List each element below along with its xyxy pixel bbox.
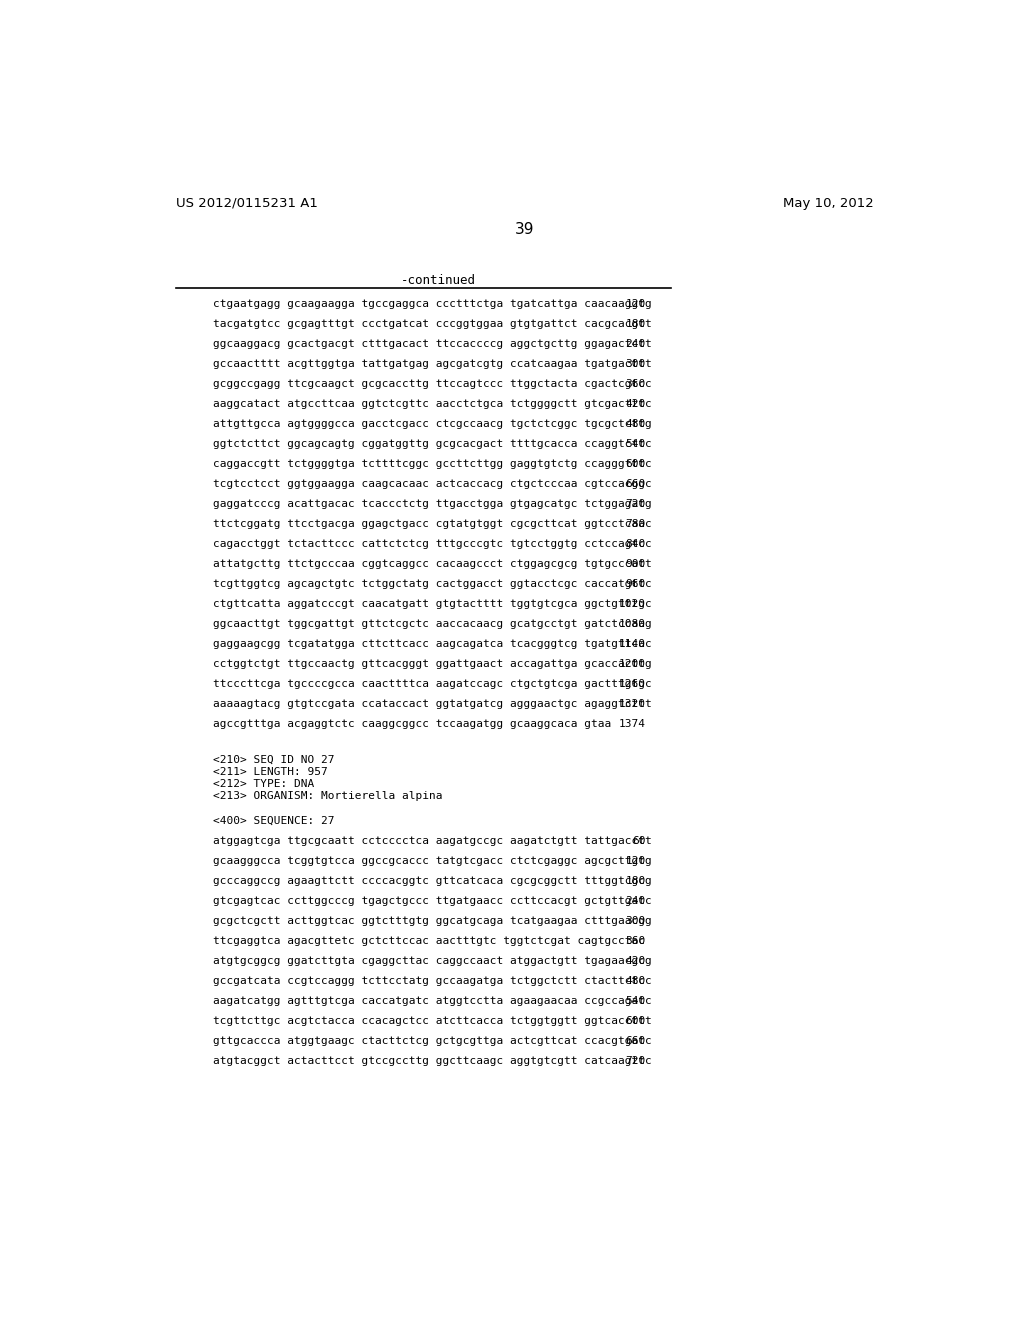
Text: 360: 360 — [626, 936, 646, 946]
Text: <212> TYPE: DNA: <212> TYPE: DNA — [213, 779, 314, 789]
Text: cagacctggt tctacttccc cattctctcg tttgcccgtc tgtcctggtg cctccagtcc: cagacctggt tctacttccc cattctctcg tttgccc… — [213, 539, 652, 549]
Text: 180: 180 — [626, 876, 646, 886]
Text: <210> SEQ ID NO 27: <210> SEQ ID NO 27 — [213, 755, 335, 764]
Text: 540: 540 — [626, 438, 646, 449]
Text: gccgatcata ccgtccaggg tcttcctatg gccaagatga tctggctctt ctacttctcc: gccgatcata ccgtccaggg tcttcctatg gccaaga… — [213, 977, 652, 986]
Text: gcccaggccg agaagttctt ccccacggtc gttcatcaca cgcgcggctt tttggtcgcg: gcccaggccg agaagttctt ccccacggtc gttcatc… — [213, 876, 652, 886]
Text: 1020: 1020 — [618, 599, 646, 609]
Text: ttcgaggtca agacgttetc gctcttccac aactttgtc tggtctcgat cagtgcctac: ttcgaggtca agacgttetc gctcttccac aactttg… — [213, 936, 645, 946]
Text: tcgttcttgc acgtctacca ccacagctcc atcttcacca tctggtggtt ggtcaccttt: tcgttcttgc acgtctacca ccacagctcc atcttca… — [213, 1016, 652, 1026]
Text: gttgcaccca atggtgaagc ctacttctcg gctgcgttga actcgttcat ccacgtgatc: gttgcaccca atggtgaagc ctacttctcg gctgcgt… — [213, 1036, 652, 1047]
Text: 660: 660 — [626, 479, 646, 488]
Text: cctggtctgt ttgccaactg gttcacgggt ggattgaact accagattga gcaccacttg: cctggtctgt ttgccaactg gttcacgggt ggattga… — [213, 659, 652, 669]
Text: May 10, 2012: May 10, 2012 — [782, 197, 873, 210]
Text: <213> ORGANISM: Mortierella alpina: <213> ORGANISM: Mortierella alpina — [213, 792, 442, 801]
Text: 1200: 1200 — [618, 659, 646, 669]
Text: 300: 300 — [626, 916, 646, 927]
Text: -continued: -continued — [400, 275, 475, 286]
Text: 780: 780 — [626, 519, 646, 529]
Text: 720: 720 — [626, 499, 646, 508]
Text: 240: 240 — [626, 896, 646, 906]
Text: ggtctcttct ggcagcagtg cggatggttg gcgcacgact ttttgcacca ccaggtcttc: ggtctcttct ggcagcagtg cggatggttg gcgcacg… — [213, 438, 652, 449]
Text: 180: 180 — [626, 318, 646, 329]
Text: aagatcatgg agtttgtcga caccatgatc atggtcctta agaagaacaa ccgccagatc: aagatcatgg agtttgtcga caccatgatc atggtcc… — [213, 997, 652, 1006]
Text: ggcaacttgt tggcgattgt gttctcgctc aaccacaacg gcatgcctgt gatctccaag: ggcaacttgt tggcgattgt gttctcgctc aaccaca… — [213, 619, 652, 628]
Text: 1140: 1140 — [618, 639, 646, 649]
Text: gcggccgagg ttcgcaagct gcgcaccttg ttccagtccc ttggctacta cgactcgtcc: gcggccgagg ttcgcaagct gcgcaccttg ttccagt… — [213, 379, 652, 388]
Text: 120: 120 — [626, 857, 646, 866]
Text: 1260: 1260 — [618, 678, 646, 689]
Text: <211> LENGTH: 957: <211> LENGTH: 957 — [213, 767, 328, 776]
Text: 480: 480 — [626, 418, 646, 429]
Text: tcgtcctcct ggtggaagga caagcacaac actcaccacg ctgctcccaa cgtccacggc: tcgtcctcct ggtggaagga caagcacaac actcacc… — [213, 479, 652, 488]
Text: gaggatcccg acattgacac tcaccctctg ttgacctgga gtgagcatgc tctggagatg: gaggatcccg acattgacac tcaccctctg ttgacct… — [213, 499, 652, 508]
Text: 39: 39 — [515, 222, 535, 236]
Text: gcgctcgctt acttggtcac ggtctttgtg ggcatgcaga tcatgaagaa ctttgaacgg: gcgctcgctt acttggtcac ggtctttgtg ggcatgc… — [213, 916, 652, 927]
Text: 840: 840 — [626, 539, 646, 549]
Text: atgtacggct actacttcct gtccgccttg ggcttcaagc aggtgtcgtt catcaagttc: atgtacggct actacttcct gtccgccttg ggcttca… — [213, 1056, 652, 1067]
Text: caggaccgtt tctggggtga tcttttcggc gccttcttgg gaggtgtctg ccagggtttc: caggaccgtt tctggggtga tcttttcggc gccttct… — [213, 459, 652, 469]
Text: 540: 540 — [626, 997, 646, 1006]
Text: 720: 720 — [626, 1056, 646, 1067]
Text: atggagtcga ttgcgcaatt cctcccctca aagatgccgc aagatctgtt tattgacctt: atggagtcga ttgcgcaatt cctcccctca aagatgc… — [213, 836, 652, 846]
Text: 420: 420 — [626, 399, 646, 409]
Text: 1374: 1374 — [618, 719, 646, 729]
Text: 300: 300 — [626, 359, 646, 368]
Text: ttctcggatg ttcctgacga ggagctgacc cgtatgtggt cgcgcttcat ggtcctcaac: ttctcggatg ttcctgacga ggagctgacc cgtatgt… — [213, 519, 652, 529]
Text: <400> SEQUENCE: 27: <400> SEQUENCE: 27 — [213, 816, 335, 826]
Text: 360: 360 — [626, 379, 646, 388]
Text: gtcgagtcac ccttggcccg tgagctgccc ttgatgaacc ccttccacgt gctgttgatc: gtcgagtcac ccttggcccg tgagctgccc ttgatga… — [213, 896, 652, 906]
Text: 600: 600 — [626, 1016, 646, 1026]
Text: attgttgcca agtggggcca gacctcgacc ctcgccaacg tgctctcggc tgcgctcttg: attgttgcca agtggggcca gacctcgacc ctcgcca… — [213, 418, 652, 429]
Text: agccgtttga acgaggtctc caaggcggcc tccaagatgg gcaaggcaca gtaa: agccgtttga acgaggtctc caaggcggcc tccaaga… — [213, 719, 611, 729]
Text: 600: 600 — [626, 459, 646, 469]
Text: US 2012/0115231 A1: US 2012/0115231 A1 — [176, 197, 317, 210]
Text: aaggcatact atgccttcaa ggtctcgttc aacctctgca tctggggctt gtcgactttc: aaggcatact atgccttcaa ggtctcgttc aacctct… — [213, 399, 652, 409]
Text: 120: 120 — [626, 298, 646, 309]
Text: 60: 60 — [632, 836, 646, 846]
Text: 1080: 1080 — [618, 619, 646, 628]
Text: attatgcttg ttctgcccaa cggtcaggcc cacaagccct ctggagcgcg tgtgcccatt: attatgcttg ttctgcccaa cggtcaggcc cacaagc… — [213, 558, 652, 569]
Text: tcgttggtcg agcagctgtc tctggctatg cactggacct ggtacctcgc caccatgttc: tcgttggtcg agcagctgtc tctggctatg cactgga… — [213, 579, 652, 589]
Text: 660: 660 — [626, 1036, 646, 1047]
Text: gccaactttt acgttggtga tattgatgag agcgatcgtg ccatcaagaa tgatgacttt: gccaactttt acgttggtga tattgatgag agcgatc… — [213, 359, 652, 368]
Text: gaggaagcgg tcgatatgga cttcttcacc aagcagatca tcacgggtcg tgatgttcac: gaggaagcgg tcgatatgga cttcttcacc aagcaga… — [213, 639, 652, 649]
Text: aaaaagtacg gtgtccgata ccataccact ggtatgatcg agggaactgc agaggtcttt: aaaaagtacg gtgtccgata ccataccact ggtatga… — [213, 700, 652, 709]
Text: ttcccttcga tgccccgcca caacttttca aagatccagc ctgctgtcga gactttgtgc: ttcccttcga tgccccgcca caacttttca aagatcc… — [213, 678, 652, 689]
Text: 480: 480 — [626, 977, 646, 986]
Text: ctgaatgagg gcaagaagga tgccgaggca ccctttctga tgatcattga caacaaggtg: ctgaatgagg gcaagaagga tgccgaggca ccctttc… — [213, 298, 652, 309]
Text: gcaagggcca tcggtgtcca ggccgcaccc tatgtcgacc ctctcgaggc agcgcttgtg: gcaagggcca tcggtgtcca ggccgcaccc tatgtcg… — [213, 857, 652, 866]
Text: ctgttcatta aggatcccgt caacatgatt gtgtactttt tggtgtcgca ggctgtttgc: ctgttcatta aggatcccgt caacatgatt gtgtact… — [213, 599, 652, 609]
Text: 900: 900 — [626, 558, 646, 569]
Text: tacgatgtcc gcgagtttgt ccctgatcat cccggtggaa gtgtgattct cacgcacgtt: tacgatgtcc gcgagtttgt ccctgatcat cccggtg… — [213, 318, 652, 329]
Text: 240: 240 — [626, 339, 646, 348]
Text: ggcaaggacg gcactgacgt ctttgacact ttccaccccg aggctgcttg ggagactctt: ggcaaggacg gcactgacgt ctttgacact ttccacc… — [213, 339, 652, 348]
Text: 1320: 1320 — [618, 700, 646, 709]
Text: atgtgcggcg ggatcttgta cgaggcttac caggccaact atggactgtt tgagaacgcg: atgtgcggcg ggatcttgta cgaggcttac caggcca… — [213, 956, 652, 966]
Text: 960: 960 — [626, 579, 646, 589]
Text: 420: 420 — [626, 956, 646, 966]
